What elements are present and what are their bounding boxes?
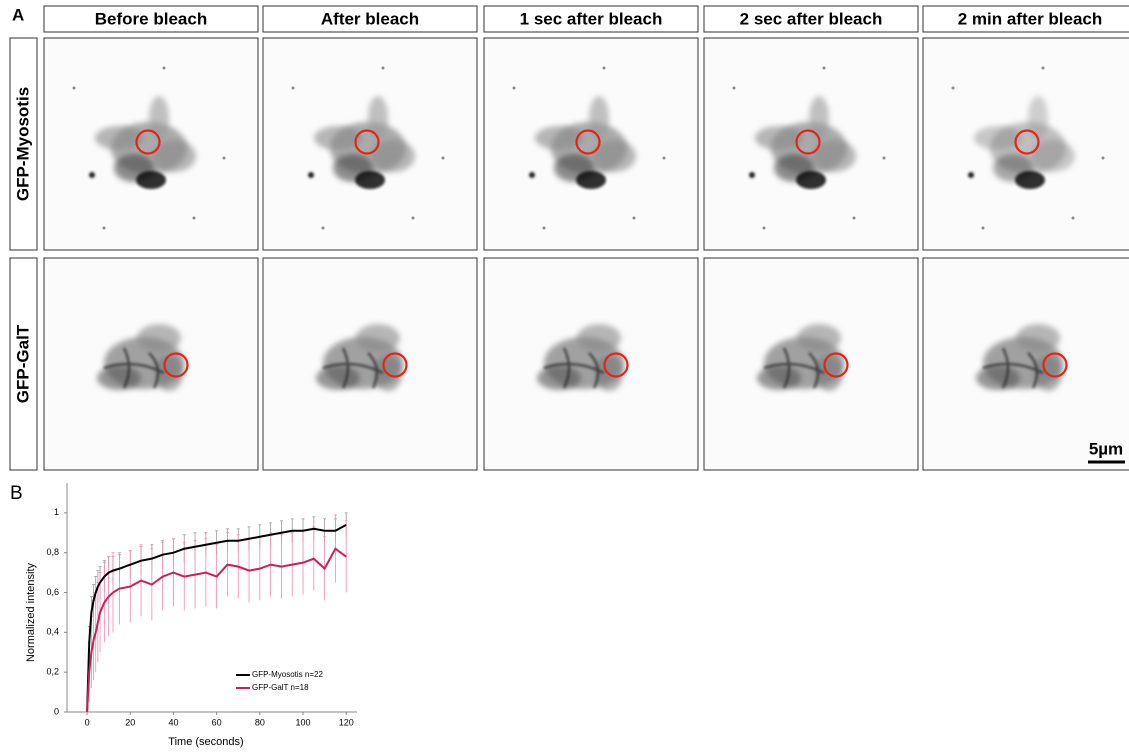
x-tick-label: 20 <box>125 717 135 727</box>
row-label: GFP-Myosotis <box>13 87 32 201</box>
cell-structure <box>137 324 181 352</box>
cell-structure <box>1015 171 1045 189</box>
column-header: Before bleach <box>95 9 207 28</box>
micrograph <box>923 258 1129 470</box>
speck <box>633 217 636 220</box>
speck <box>1102 157 1105 160</box>
panel-label: A <box>12 5 24 24</box>
speck <box>823 67 826 70</box>
x-tick-label: 60 <box>212 717 222 727</box>
cell-structure <box>976 366 1020 390</box>
speck <box>982 227 985 230</box>
speck <box>103 227 106 230</box>
speck <box>382 67 385 70</box>
cell-structure <box>316 366 360 390</box>
speck <box>529 172 535 178</box>
cell-structure <box>809 96 829 140</box>
cell-structure <box>314 126 362 150</box>
cell-structure <box>149 96 169 140</box>
speck <box>1042 67 1045 70</box>
micrograph <box>484 38 698 250</box>
speck <box>603 67 606 70</box>
speck <box>733 87 736 90</box>
micrograph <box>44 38 258 250</box>
y-tick-label: 0,2 <box>46 667 59 677</box>
micrograph <box>484 258 698 470</box>
micrograph <box>923 38 1129 250</box>
speck <box>73 87 76 90</box>
x-tick-label: 0 <box>85 717 90 727</box>
speck <box>543 227 546 230</box>
speck <box>442 157 445 160</box>
cell-structure <box>95 126 143 150</box>
cell-structure <box>576 171 606 189</box>
cell-structure <box>356 324 400 352</box>
cell-structure <box>974 126 1022 150</box>
cell-structure <box>355 171 385 189</box>
micrograph <box>704 258 918 470</box>
y-tick-label: 0 <box>54 706 59 716</box>
speck <box>292 87 295 90</box>
cell-structure <box>755 126 803 150</box>
cell-structure <box>535 126 583 150</box>
x-axis-label: Time (seconds) <box>168 736 243 748</box>
speck <box>223 157 226 160</box>
y-tick-label: 0,4 <box>46 627 59 637</box>
speck <box>163 67 166 70</box>
column-header: 2 sec after bleach <box>740 9 883 28</box>
x-tick-label: 100 <box>296 717 311 727</box>
speck <box>853 217 856 220</box>
speck <box>1072 217 1075 220</box>
legend-label: GFP-Myosotis n=22 <box>252 670 323 679</box>
y-axis-label: Normalized intensity <box>25 562 37 662</box>
scale-bar-label: 5µm <box>1089 439 1123 458</box>
y-tick-label: 0,6 <box>46 587 59 597</box>
speck <box>883 157 886 160</box>
y-tick-label: 0,8 <box>46 547 59 557</box>
cell-structure <box>797 324 841 352</box>
micrograph <box>263 38 477 250</box>
speck <box>308 172 314 178</box>
speck <box>193 217 196 220</box>
column-header: 2 min after bleach <box>958 9 1103 28</box>
cell-structure <box>577 324 621 352</box>
speck <box>763 227 766 230</box>
x-tick-label: 120 <box>339 717 354 727</box>
micrograph <box>44 258 258 470</box>
column-header: After bleach <box>321 9 419 28</box>
column-header: 1 sec after bleach <box>520 9 663 28</box>
cell-structure <box>97 366 141 390</box>
x-tick-label: 40 <box>168 717 178 727</box>
y-tick-label: 1 <box>54 507 59 517</box>
cell-structure <box>757 366 801 390</box>
speck <box>952 87 955 90</box>
cell-structure <box>1028 96 1048 140</box>
cell-structure <box>537 366 581 390</box>
cell-structure <box>368 96 388 140</box>
cell-structure <box>136 171 166 189</box>
panel-label: B <box>10 483 23 504</box>
speck <box>749 172 755 178</box>
row-label: GFP-GalT <box>13 324 32 403</box>
figure: A B Before bleach After bleach 1 sec after… <box>0 0 1129 750</box>
panel-b: 0 0,2 0,4 0,6 0,8 1 0 20 40 60 80 100 120 Time (secon… <box>25 483 357 748</box>
speck <box>513 87 516 90</box>
speck <box>322 227 325 230</box>
speck <box>663 157 666 160</box>
micrograph <box>263 258 477 470</box>
x-tick-label: 80 <box>255 717 265 727</box>
speck <box>968 172 974 178</box>
cell-structure <box>796 171 826 189</box>
speck <box>412 217 415 220</box>
panel-a: Before bleach After bleach 1 sec after ble… <box>10 6 1129 470</box>
speck <box>89 172 95 178</box>
cell-structure <box>589 96 609 140</box>
micrograph <box>704 38 918 250</box>
legend-label: GFP-GalT n=18 <box>252 683 309 692</box>
cell-structure <box>1016 324 1060 352</box>
